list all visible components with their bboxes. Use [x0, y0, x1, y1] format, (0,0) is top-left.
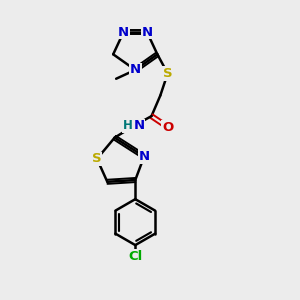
Text: O: O	[162, 121, 173, 134]
Text: H: H	[122, 119, 132, 132]
Text: Cl: Cl	[128, 250, 142, 263]
Text: N: N	[139, 150, 150, 163]
Text: S: S	[92, 152, 102, 165]
Text: S: S	[163, 67, 172, 80]
Text: N: N	[142, 26, 153, 39]
Text: N: N	[130, 63, 141, 76]
Text: N: N	[134, 119, 145, 132]
Text: N: N	[118, 26, 129, 39]
